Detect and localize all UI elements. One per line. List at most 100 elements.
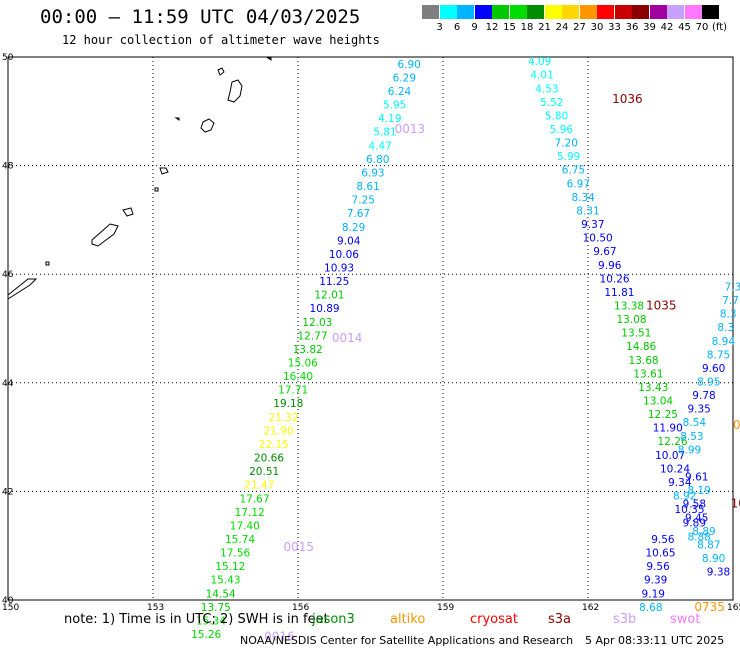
wave-height-label: 10.06: [329, 249, 359, 261]
lat-tick-label: 46: [2, 270, 14, 280]
lon-tick-label: 159: [437, 603, 454, 613]
wave-height-label: 13.43: [638, 382, 668, 394]
wave-height-label: 15.74: [225, 534, 255, 546]
coastline-island: [159, 167, 169, 175]
wave-height-label: 10.89: [310, 303, 340, 315]
wave-height-label: 6.29: [393, 72, 416, 84]
pass-id-label: 0735: [694, 600, 725, 614]
wave-height-label: 12.01: [314, 290, 344, 302]
lat-tick-label: 42: [2, 487, 13, 497]
legend-swatch: [579, 5, 597, 19]
coastline-island: [45, 261, 50, 266]
wave-height-label: 7.20: [555, 138, 578, 150]
wave-height-label: 9.61: [685, 472, 708, 484]
legend-tick-label: 3: [436, 22, 443, 33]
wave-height-label: 13.61: [633, 368, 663, 380]
legend-swatch: [614, 5, 632, 19]
legend-swatch: [562, 5, 579, 19]
wave-height-label: 10.65: [645, 548, 675, 560]
wave-height-label: 5.99: [557, 151, 580, 163]
legend-tick-label: 9: [471, 22, 478, 33]
pass-id-label: 0016: [264, 630, 295, 644]
legend-tick-label: 70: [695, 22, 709, 33]
coastline-island: [122, 207, 134, 217]
legend-swatch: [492, 5, 509, 19]
wave-height-label: 9.56: [651, 534, 675, 546]
wave-height-label: 9.19: [642, 588, 665, 600]
wave-height-label: 9.37: [581, 219, 604, 231]
wave-height-label: 9.35: [687, 404, 710, 416]
wave-height-label: 6.93: [361, 167, 384, 179]
wave-height-label: 13.04: [643, 396, 673, 408]
wave-height-label: 8.94: [712, 336, 736, 348]
coastline-island: [7, 278, 38, 300]
map-frame: [7, 56, 734, 601]
lon-tick-label: 153: [147, 603, 164, 613]
wave-height-label: 8.99: [678, 444, 701, 456]
wave-height-label: 10.93: [324, 262, 354, 274]
wave-height-label: 8.34: [571, 192, 595, 204]
legend-swatch: [667, 5, 684, 19]
coastline-island: [154, 187, 159, 192]
legend-tick-label: 24: [555, 22, 569, 33]
wave-height-label: 6.90: [397, 59, 420, 71]
wave-height-label: 11.90: [653, 423, 683, 435]
wave-height-label: 9.96: [598, 260, 622, 272]
wave-height-label: 5.96: [550, 124, 574, 136]
wave-height-label: 21.90: [264, 425, 294, 437]
wave-height-label: 8.88: [687, 531, 710, 543]
legend-tick-label: 42: [660, 22, 674, 33]
wave-height-label: 9.39: [644, 575, 667, 587]
wave-height-label: 8.92: [673, 491, 696, 503]
wave-height-label: 7.7: [722, 295, 739, 307]
wave-height-label: 4.09: [528, 56, 551, 68]
wave-height-label: 7.3: [725, 281, 740, 293]
wave-height-label: 11.25: [319, 276, 349, 288]
wave-height-label: 20.51: [249, 466, 279, 478]
legend-swatch: [474, 5, 492, 19]
wave-height-label: 12.25: [648, 409, 678, 421]
wave-height-label: 8.68: [639, 602, 662, 614]
lon-tick-label: 162: [582, 603, 599, 613]
wave-height-label: 11.81: [604, 287, 634, 299]
wave-height-label: 10.35: [674, 504, 704, 516]
legend-swatch: [702, 5, 719, 19]
pass-id-label: 1034: [731, 497, 740, 511]
satellite-name: jason3: [312, 612, 355, 627]
wave-height-label: 14.86: [626, 341, 656, 353]
legend-swatch: [544, 5, 562, 19]
satellite-name: s3a: [548, 612, 572, 627]
credit-line: NOAA/NESDIS Center for Satellite Applica…: [240, 634, 574, 647]
wave-height-label: 12.26: [658, 436, 688, 448]
legend-tick-label: 30: [590, 22, 604, 33]
legend-swatch: [439, 5, 457, 19]
wave-height-label: 4.19: [378, 113, 401, 125]
wave-height-label: 14.54: [206, 588, 236, 600]
legend-tick-label: 21: [538, 22, 551, 33]
satellite-name: s3b: [613, 612, 637, 627]
legend-tick-label: 6: [453, 22, 461, 33]
wave-height-label: 8.87: [697, 539, 720, 551]
legend-swatch: [422, 5, 439, 19]
wave-height-label: 10.07: [655, 450, 685, 462]
wave-height-label: 17.40: [230, 520, 260, 532]
wave-height-label: 15.34: [196, 615, 226, 627]
wave-height-label: 13.38: [614, 300, 644, 312]
wave-height-label: 8.19: [687, 485, 710, 497]
wave-height-label: 10.50: [583, 233, 613, 245]
pass-id-label: 0015: [284, 540, 315, 554]
lon-tick-label: 156: [292, 603, 309, 613]
wave-height-label: 7.67: [347, 208, 370, 220]
generated-timestamp: 5 Apr 08:33:11 UTC 2025: [585, 634, 725, 647]
pass-id-label: 0013: [395, 122, 426, 136]
wave-height-label: 4.53: [535, 83, 558, 95]
wave-height-label: 13.68: [629, 355, 659, 367]
legend-swatch: [597, 5, 614, 19]
wave-height-label: 21.32: [268, 412, 298, 424]
legend-swatch: [509, 5, 527, 19]
wave-height-label: 6.24: [388, 86, 412, 98]
map-subtitle: 12 hour collection of altimeter wave hei…: [62, 33, 380, 47]
wave-height-label: 12.77: [297, 330, 327, 342]
wave-height-label: 17.67: [239, 493, 269, 505]
